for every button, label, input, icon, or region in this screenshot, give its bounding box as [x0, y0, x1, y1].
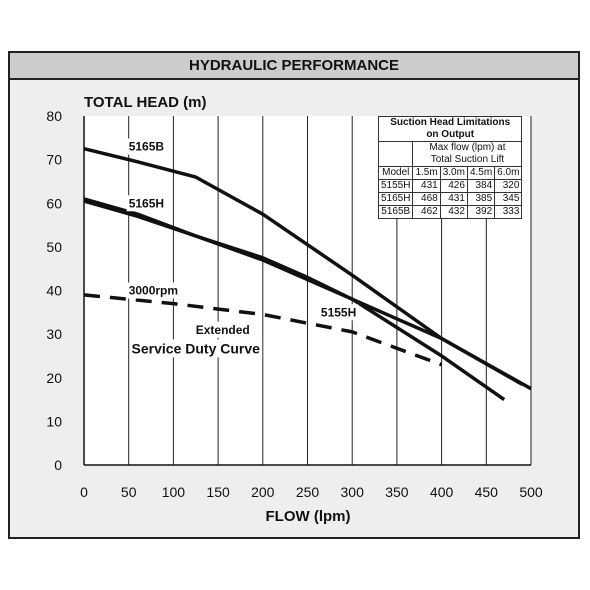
label-background	[193, 321, 252, 338]
table-title-line2: on Output	[426, 129, 475, 140]
curve-label: 5165H	[129, 196, 164, 210]
x-tick-label: 350	[385, 484, 409, 500]
x-tick-label: 250	[296, 484, 320, 500]
suction-head-table: Suction Head Limitations on Output Max f…	[377, 116, 523, 219]
x-tick-label: 450	[475, 484, 499, 500]
table-cell: 432	[439, 205, 468, 219]
x-tick-label: 50	[121, 484, 137, 500]
curve-label: 3000rpm	[129, 284, 178, 298]
table-title-line1: Suction Head Limitations	[390, 117, 511, 128]
x-axis-title: FLOW (lpm)	[266, 508, 351, 525]
table-header-6-0m: 6.0m	[494, 166, 523, 180]
label-background	[126, 282, 181, 299]
table-cell: 333	[494, 205, 523, 219]
table-cell: 320	[494, 179, 523, 193]
table-header-model: Model	[377, 166, 414, 180]
table-cell: 385	[466, 192, 496, 206]
y-axis-title: TOTAL HEAD (m)	[84, 94, 207, 111]
chart-title: HYDRAULIC PERFORMANCE	[10, 53, 578, 80]
table-cell: 462	[412, 205, 441, 219]
table-row: 5165B 462 432 392 333	[377, 205, 523, 219]
y-tick-label: 70	[46, 152, 62, 168]
table-cell: 468	[412, 192, 441, 206]
table-cell: 5165B	[377, 205, 414, 219]
y-tick-label: 0	[54, 457, 62, 473]
table-cell: 426	[439, 179, 468, 193]
x-tick-label: 400	[430, 484, 454, 500]
table-cell: 431	[412, 179, 441, 193]
x-tick-label: 300	[341, 484, 365, 500]
table-cell: 345	[494, 192, 523, 206]
series-line-5155h	[83, 199, 506, 402]
table-row: 5165H 468 431 385 345	[377, 192, 523, 206]
y-tick-label: 80	[46, 108, 62, 124]
y-tick-label: 20	[46, 370, 62, 386]
x-tick-label: 200	[251, 484, 275, 500]
table-header-1-5m: 1.5m	[412, 166, 441, 180]
x-tick-label: 150	[206, 484, 230, 500]
curve-label: 5165B	[129, 140, 165, 154]
label-background	[318, 304, 359, 321]
table-subtitle-line2: Total Suction Lift	[430, 154, 505, 165]
table-header-4-5m: 4.5m	[466, 166, 496, 180]
x-tick-label: 100	[162, 484, 186, 500]
y-tick-label: 30	[46, 326, 62, 342]
table-header-3-0m: 3.0m	[439, 166, 468, 180]
curve-label: 5155H	[321, 305, 356, 319]
y-tick-label: 50	[46, 239, 62, 255]
curve-label: Extended	[196, 323, 250, 337]
label-background	[129, 339, 263, 358]
label-background	[126, 195, 167, 212]
table-cell: 384	[466, 179, 496, 193]
table-cell: 431	[439, 192, 468, 206]
curve-label: Service Duty Curve	[132, 340, 261, 356]
table-cell: 392	[466, 205, 496, 219]
table-subtitle-line1: Max flow (lpm) at	[429, 142, 506, 153]
y-tick-label: 60	[46, 195, 62, 211]
label-background	[126, 138, 167, 155]
series-line-3000rpm	[83, 293, 443, 367]
table-subtitle: Max flow (lpm) at Total Suction Lift	[412, 141, 523, 167]
table-title: Suction Head Limitations on Output	[377, 116, 523, 142]
x-tick-label: 0	[80, 484, 88, 500]
series-lines	[83, 147, 532, 402]
tick-labels: 0 10 20 30 40 50 60 70 80 0 50 100 150 200 250 300 350 40…	[46, 108, 542, 500]
y-tick-label: 40	[46, 283, 62, 299]
x-tick-label: 500	[519, 484, 543, 500]
annotations: 5165B 5165H 3000rpm 5155H Extended Service Du…	[126, 138, 359, 358]
series-line-5165h	[83, 197, 523, 386]
y-tick-label: 10	[46, 413, 62, 429]
table-cell: 5165H	[377, 192, 414, 206]
table-corner-cell	[377, 141, 414, 167]
axes	[83, 116, 531, 466]
table-cell: 5155H	[377, 179, 414, 193]
table-row: 5155H 431 426 384 320	[377, 179, 523, 193]
